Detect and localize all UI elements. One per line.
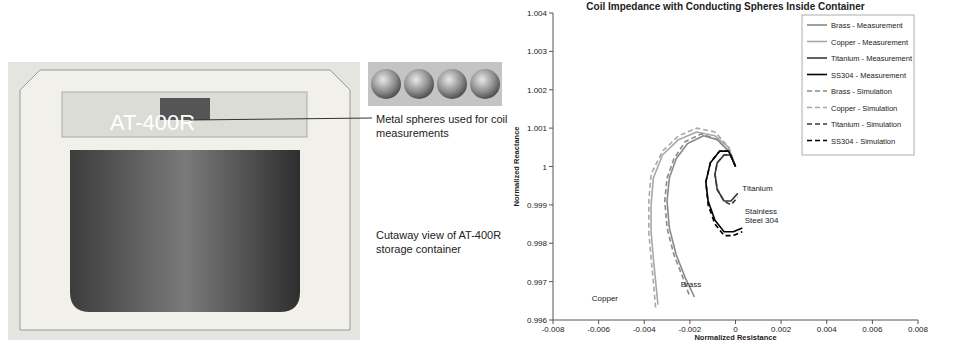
legend-label: Titanium - Measurement [831,54,913,63]
x-tick [598,320,599,324]
y-tick-label: 0.996 [527,316,548,325]
legend-swatch [807,57,827,59]
sphere [371,69,401,99]
y-tick [549,204,553,205]
x-tick-label: -0.006 [587,325,610,334]
legend-label: SS304 - Simulation [831,137,895,146]
y-tick-label: 1.002 [527,86,548,95]
x-tick [689,320,690,324]
sphere [470,69,500,99]
y-tick-label: 1 [543,163,548,172]
x-tick-label: -0.008 [542,325,565,334]
annotation: Brass [681,280,701,289]
x-tick-label: -0.004 [633,325,656,334]
legend-label: Copper - Simulation [831,104,897,113]
y-tick [549,166,553,167]
annotation: StainlessSteel 304 [745,207,779,225]
series-line [651,132,735,305]
legend-label: Copper - Measurement [831,38,909,47]
container-body [8,62,360,340]
series-line [706,151,743,232]
x-tick [918,320,919,324]
series-line [667,136,735,297]
y-tick-label: 0.999 [527,201,548,210]
y-tick-label: 0.997 [527,278,548,287]
figure: AT-400R Coil Impedance with Conducting Sp… [0,0,963,344]
legend-label: Brass - Measurement [831,21,904,30]
x-tick [872,320,873,324]
sphere [404,69,434,99]
caption: Metal spheres used for coil measurements [376,112,516,140]
legend-swatch [807,107,827,109]
legend-swatch [807,41,827,43]
y-tick [549,89,553,90]
container-photo: AT-400R [8,62,372,340]
spheres-photo [368,62,502,106]
y-tick [549,320,553,321]
legend-box [802,15,914,155]
y-tick-label: 1.001 [527,124,548,133]
y-axis-label: Normalized Reactance [512,126,521,206]
photo-bg [8,62,360,340]
y-tick-label: 1.004 [527,9,548,18]
lid [62,92,307,137]
legend-label: Brass - Simulation [831,87,892,96]
x-tick [781,320,782,324]
photo-bg [368,62,502,106]
y-tick [549,13,553,14]
cavity [70,150,300,312]
legend-swatch [807,90,827,92]
x-tick [826,320,827,324]
x-tick-label: 0.008 [908,325,929,334]
legend-swatch [807,74,827,76]
legend-swatch [807,24,827,26]
annotation-line: Steel 304 [745,216,779,225]
annotation-line: Titanium [742,184,773,193]
series-line [706,151,743,235]
chart: Coil Impedance with Conducting Spheres I… [512,1,929,342]
x-tick-label: 0.006 [862,325,883,334]
legend-swatch [807,123,827,125]
series-line [665,134,736,297]
annotation-line: Brass [681,280,701,289]
series-group [649,128,743,308]
legend-label: SS304 - Measurement [831,71,907,80]
series-line [649,128,736,308]
annotation: Titanium [742,184,773,193]
x-tick [644,320,645,324]
x-axis-label: Normalized Resistance [694,333,776,342]
caption: Cutaway view of AT-400R storage containe… [376,228,506,256]
sphere [437,69,467,99]
y-tick [549,51,553,52]
y-tick [549,281,553,282]
pointer-line [190,118,372,120]
container-shell [20,70,350,330]
annotation-line: Stainless [745,207,777,216]
x-tick [553,320,554,324]
x-tick-label: 0.004 [817,325,838,334]
y-tick-label: 1.003 [527,47,548,56]
y-tick [549,243,553,244]
x-tick [735,320,736,324]
annotation-line: Copper [592,294,619,303]
legend-label: Titanium - Simulation [831,120,901,129]
legend-swatch [807,140,827,142]
title: Coil Impedance with Conducting Spheres I… [586,1,864,12]
container-label: AT-400R [110,110,195,135]
legend: Brass - Measurement Copper - Measurement T… [802,15,914,155]
y-tick [549,128,553,129]
annotation: Copper [592,294,619,303]
y-tick-label: 0.998 [527,239,548,248]
